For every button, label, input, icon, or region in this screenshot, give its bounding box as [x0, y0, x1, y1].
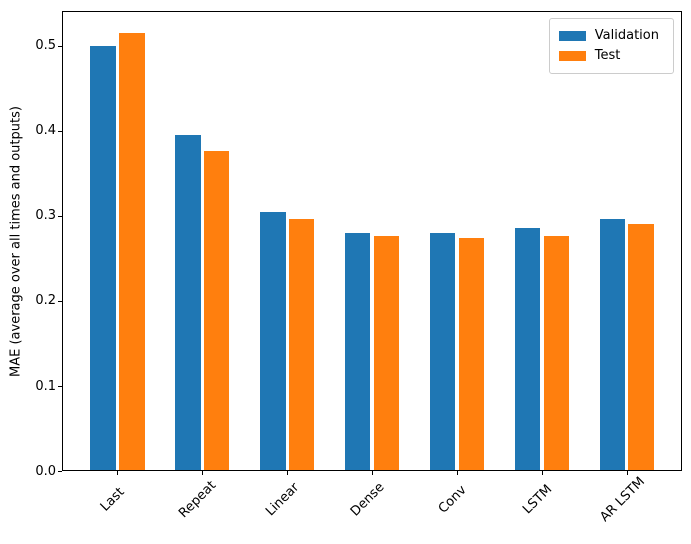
x-tick-mark: [372, 471, 373, 475]
legend-row-test: Test: [558, 46, 663, 66]
legend-label-test: Test: [594, 48, 621, 63]
legend: Validation Test: [548, 18, 674, 74]
bar-validation-last: [90, 45, 116, 471]
bar-validation-lstm: [514, 227, 541, 471]
validation-swatch: [558, 31, 586, 41]
bar-test-ar-lstm: [628, 223, 654, 471]
x-tick-mark: [626, 471, 628, 475]
y-tick-mark: [58, 386, 62, 387]
x-tick-mark: [202, 471, 204, 475]
y-tick-mark: [58, 300, 62, 302]
bar-test-lstm: [543, 236, 569, 471]
bar-validation-dense: [344, 232, 371, 471]
y-tick-label: 0.3: [35, 208, 56, 224]
y-tick-mark: [58, 45, 62, 47]
bar-test-last: [119, 33, 145, 471]
y-tick-mark: [58, 130, 62, 132]
legend-label-validation: Validation: [594, 28, 659, 43]
y-tick-label: 0.5: [35, 38, 56, 54]
bar-validation-conv: [429, 232, 456, 471]
y-tick-mark: [58, 471, 62, 472]
y-tick-label: 0.1: [35, 378, 56, 394]
bar-test-repeat: [203, 151, 230, 471]
y-tick-label: 0.0: [35, 463, 56, 479]
bar-test-conv: [458, 238, 485, 471]
bar-validation-repeat: [175, 135, 201, 471]
legend-row-validation: Validation: [558, 26, 663, 46]
plot-area-border: [62, 11, 682, 471]
y-tick-mark: [58, 215, 62, 217]
bar-validation-ar-lstm: [599, 218, 625, 471]
x-tick-mark: [456, 471, 458, 475]
y-tick-label: 0.2: [35, 293, 56, 309]
y-axis-label: MAE (average over all times and outputs): [8, 106, 24, 377]
bar-test-dense: [373, 236, 400, 471]
test-swatch: [558, 51, 586, 61]
bar-validation-linear: [260, 211, 286, 471]
x-tick-mark: [287, 471, 289, 475]
x-tick-mark: [117, 471, 119, 475]
x-tick-mark: [541, 471, 543, 475]
y-tick-label: 0.4: [35, 123, 56, 139]
bar-test-linear: [288, 218, 315, 471]
